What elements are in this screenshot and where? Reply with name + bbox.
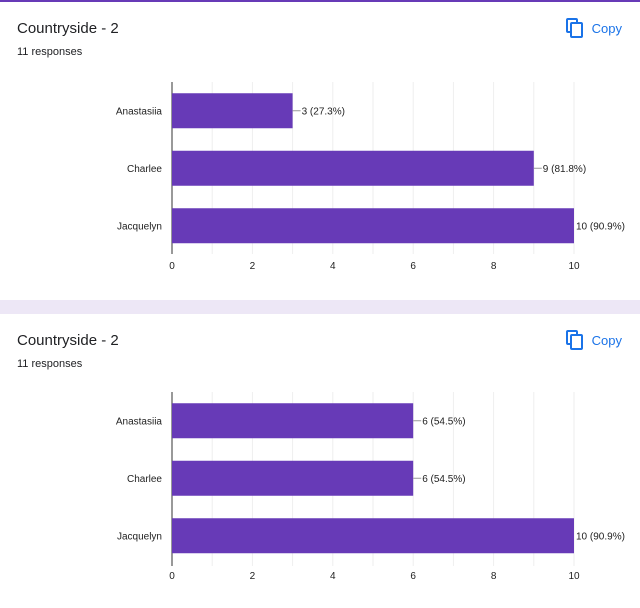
x-tick-label: 2 bbox=[250, 261, 256, 272]
card-title: Countryside - 2 bbox=[17, 332, 119, 349]
bar bbox=[172, 518, 574, 554]
category-label: Jacquelyn bbox=[117, 531, 162, 542]
bar bbox=[172, 150, 534, 186]
bar bbox=[172, 208, 574, 244]
card-title: Countryside - 2 bbox=[17, 20, 119, 37]
category-label: Jacquelyn bbox=[117, 221, 162, 232]
bar-chart: Anastasiia 6 (54.5%) Charlee 6 (54.5%) Jacqu… bbox=[116, 392, 625, 582]
category-label: Anastasiia bbox=[116, 106, 163, 117]
x-tick-label: 8 bbox=[491, 261, 497, 272]
data-label: 6 (54.5%) bbox=[422, 474, 465, 485]
data-label: 10 (90.9%) bbox=[576, 221, 625, 232]
copy-label: Copy bbox=[591, 332, 622, 348]
data-label: 9 (81.8%) bbox=[543, 164, 586, 175]
bar bbox=[172, 93, 293, 129]
response-count: 11 responses bbox=[17, 46, 83, 58]
x-tick-label: 0 bbox=[169, 571, 175, 582]
data-label: 6 (54.5%) bbox=[422, 416, 465, 427]
bar bbox=[172, 460, 414, 496]
bar-chart: Anastasiia 3 (27.3%) Charlee 9 (81.8%) Jacqu… bbox=[116, 82, 625, 272]
x-tick-label: 10 bbox=[568, 261, 580, 272]
data-label: 10 (90.9%) bbox=[576, 531, 625, 542]
response-count: 11 responses bbox=[17, 358, 83, 370]
copy-button[interactable]: Copy bbox=[565, 330, 622, 350]
x-tick-label: 4 bbox=[330, 571, 336, 582]
bar bbox=[172, 403, 414, 439]
copy-icon bbox=[565, 330, 584, 350]
copy-label: Copy bbox=[591, 20, 622, 36]
copy-icon bbox=[565, 18, 584, 38]
data-label: 3 (27.3%) bbox=[302, 106, 345, 117]
chart-card-1: Countryside - 2 11 responses Copy Anasta… bbox=[0, 0, 640, 300]
category-label: Charlee bbox=[127, 164, 162, 175]
category-label: Charlee bbox=[127, 474, 162, 485]
x-tick-label: 6 bbox=[410, 261, 416, 272]
x-tick-label: 10 bbox=[568, 571, 580, 582]
x-tick-label: 8 bbox=[491, 571, 497, 582]
category-label: Anastasiia bbox=[116, 416, 163, 427]
copy-button[interactable]: Copy bbox=[565, 18, 622, 38]
x-tick-label: 4 bbox=[330, 261, 336, 272]
x-tick-label: 0 bbox=[169, 261, 175, 272]
chart-card-2: Countryside - 2 11 responses Copy Anasta… bbox=[0, 314, 640, 608]
x-tick-label: 6 bbox=[410, 571, 416, 582]
x-tick-label: 2 bbox=[250, 571, 256, 582]
